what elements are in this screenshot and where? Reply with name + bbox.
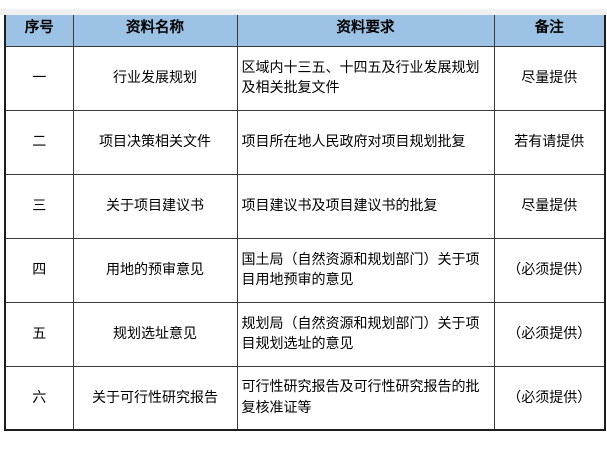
table-row: 四 用地的预审意见 国土局（自然资源和规划部门）关于项目用地预审的意见 （必须提… <box>4 237 606 303</box>
header-material-requirement: 资料要求 <box>236 9 495 47</box>
cell-material-name: 关于项目建议书 <box>72 173 238 239</box>
table-header-row: 序号 资料名称 资料要求 备注 <box>4 9 606 47</box>
cell-remark: 尽量提供 <box>493 173 606 239</box>
cell-material-requirement: 可行性研究报告及可行性研究报告的批复核准证等 <box>236 365 495 431</box>
cell-material-requirement: 项目所在地人民政府对项目规划批复 <box>236 109 495 175</box>
cell-serial-number: 六 <box>4 365 74 431</box>
header-material-name: 资料名称 <box>72 9 238 47</box>
table-row: 五 规划选址意见 规划局（自然资源和规划部门）关于项目规划选址的意见 （必须提供… <box>4 301 606 367</box>
cell-material-requirement: 区域内十三五、十四五及行业发展规划及相关批复文件 <box>236 45 495 111</box>
table-row: 二 项目决策相关文件 项目所在地人民政府对项目规划批复 若有请提供 <box>4 109 606 175</box>
cell-material-name: 项目决策相关文件 <box>72 109 238 175</box>
cell-material-name: 规划选址意见 <box>72 301 238 367</box>
cell-material-name: 用地的预审意见 <box>72 237 238 303</box>
cell-material-requirement: 规划局（自然资源和规划部门）关于项目规划选址的意见 <box>236 301 495 367</box>
cell-remark: （必须提供） <box>493 301 606 367</box>
header-remark: 备注 <box>493 9 606 47</box>
cell-serial-number: 五 <box>4 301 74 367</box>
cell-remark: （必须提供） <box>493 237 606 303</box>
cell-material-name: 关于可行性研究报告 <box>72 365 238 431</box>
cell-material-requirement: 国土局（自然资源和规划部门）关于项目用地预审的意见 <box>236 237 495 303</box>
table-row: 三 关于项目建议书 项目建议书及项目建议书的批复 尽量提供 <box>4 173 606 239</box>
materials-requirements-table: 序号 资料名称 资料要求 备注 一 行业发展规划 区域内十三五、十四五及行业发展… <box>4 9 606 431</box>
top-strip <box>0 9 607 15</box>
cell-material-requirement: 项目建议书及项目建议书的批复 <box>236 173 495 239</box>
cell-serial-number: 一 <box>4 45 74 111</box>
header-serial-number: 序号 <box>4 9 74 47</box>
table-row: 一 行业发展规划 区域内十三五、十四五及行业发展规划及相关批复文件 尽量提供 <box>4 45 606 111</box>
cell-serial-number: 四 <box>4 237 74 303</box>
cell-remark: 若有请提供 <box>493 109 606 175</box>
cell-serial-number: 三 <box>4 173 74 239</box>
cell-remark: 尽量提供 <box>493 45 606 111</box>
cell-remark: （必须提供） <box>493 365 606 431</box>
table-row: 六 关于可行性研究报告 可行性研究报告及可行性研究报告的批复核准证等 （必须提供… <box>4 365 606 431</box>
cell-serial-number: 二 <box>4 109 74 175</box>
cell-material-name: 行业发展规划 <box>72 45 238 111</box>
